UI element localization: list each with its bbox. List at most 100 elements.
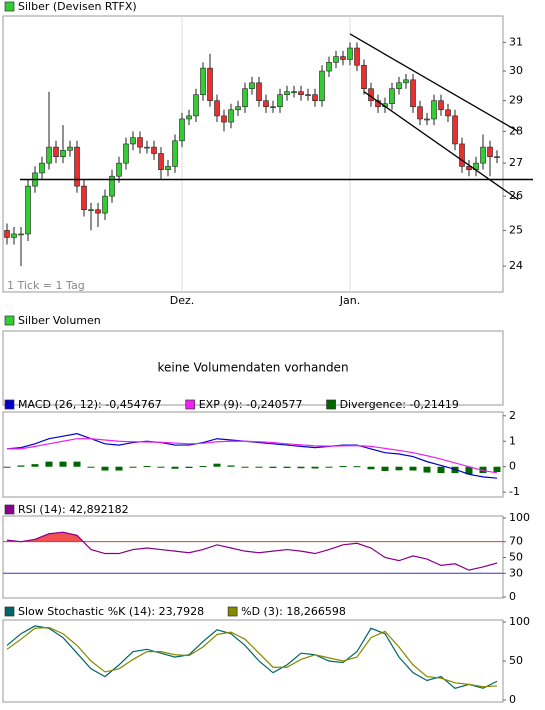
divergence-bar <box>353 466 361 468</box>
candle-body <box>326 62 332 72</box>
legend-swatch <box>4 1 15 12</box>
series-line <box>6 626 498 688</box>
legend-label: MACD (26, 12): -0,454767 <box>18 398 162 411</box>
candle-body <box>256 82 262 101</box>
y-tick-label: 70 <box>509 535 523 548</box>
divergence-bar <box>143 465 151 467</box>
divergence-bar <box>241 466 249 468</box>
divergence-bar <box>157 466 165 468</box>
candle-body <box>396 82 402 90</box>
divergence-bar <box>3 466 11 468</box>
divergence-bar <box>409 466 417 471</box>
candle-body <box>137 137 143 148</box>
candle-body <box>410 79 416 108</box>
candle-body <box>480 146 486 164</box>
candle-body <box>207 67 213 101</box>
candle-body <box>165 166 171 170</box>
candle-body <box>424 118 430 121</box>
y-tick-label: 30 <box>509 64 523 77</box>
candle-body <box>242 88 248 108</box>
divergence-bar <box>129 466 137 468</box>
divergence-bar <box>465 466 473 475</box>
candle-body <box>487 146 493 158</box>
divergence-bar <box>367 466 375 470</box>
divergence-bar <box>493 466 501 473</box>
candle-body <box>445 109 451 117</box>
x-tick-label: Dez. <box>170 294 195 307</box>
candle-body <box>389 88 395 105</box>
divergence-bar <box>199 465 207 467</box>
candle-body <box>452 115 458 145</box>
candle-body <box>144 146 150 149</box>
candle-body <box>4 230 10 238</box>
candle-body <box>95 209 101 214</box>
candle-body <box>109 175 115 197</box>
candle-body <box>221 115 227 123</box>
candle-body <box>88 209 94 212</box>
candle-body <box>74 146 80 187</box>
legend-label: Silber (Devisen RTFX) <box>18 0 137 13</box>
candle-body <box>466 166 472 170</box>
divergence-bar <box>115 466 123 471</box>
y-tick-label: 50 <box>509 550 523 563</box>
candle-body <box>193 94 199 117</box>
candle-body <box>312 94 318 101</box>
divergence-bar <box>227 465 235 467</box>
candle-body <box>403 79 409 84</box>
legend-swatch <box>4 606 15 617</box>
panel <box>2 619 504 703</box>
y-tick-label: 24 <box>509 259 523 272</box>
candle-body <box>298 91 304 95</box>
divergence-bar <box>269 466 277 468</box>
candle-body <box>186 115 192 120</box>
candle-body <box>340 56 346 60</box>
legend-swatch <box>185 399 196 410</box>
divergence-bar <box>213 463 221 467</box>
divergence-bar <box>171 466 179 469</box>
candle-body <box>494 156 500 159</box>
candle-body <box>291 91 297 93</box>
legend-label: Slow Stochastic %K (14): 23,7928 <box>18 605 204 618</box>
candle-body <box>25 185 31 235</box>
legend-label: %D (3): 18,266598 <box>241 605 346 618</box>
candle-body <box>116 162 122 177</box>
candle-body <box>319 70 325 101</box>
legend-swatch <box>227 606 238 617</box>
legend-label: EXP (9): -0,240577 <box>199 398 303 411</box>
candle-body <box>81 185 87 211</box>
y-tick-label: 50 <box>509 654 523 667</box>
candle-body <box>60 150 66 158</box>
divergence-bar <box>339 465 347 467</box>
series-line <box>6 531 498 571</box>
candle-body <box>438 100 444 111</box>
divergence-bar <box>423 466 431 473</box>
legend-swatch <box>4 504 15 515</box>
y-tick-label: 29 <box>509 94 523 107</box>
message: keine Volumendaten vorhanden <box>157 361 348 375</box>
divergence-bar <box>381 466 389 472</box>
candle-body <box>130 137 136 145</box>
candle-body <box>228 109 234 123</box>
legend-swatch <box>4 315 15 326</box>
y-tick-label: 31 <box>509 35 523 48</box>
candle-body <box>431 100 437 120</box>
divergence-bar <box>59 461 67 467</box>
candle-body <box>179 118 185 142</box>
candle-body <box>284 91 290 95</box>
candle-body <box>67 146 73 151</box>
y-tick-label: 0 <box>509 590 516 603</box>
y-tick-label: 25 <box>509 223 523 236</box>
candle-body <box>46 146 52 164</box>
note: 1 Tick = 1 Tag <box>7 279 85 292</box>
candle-body <box>200 67 206 95</box>
y-tick-label: 2 <box>509 409 516 422</box>
candle-body <box>347 47 353 60</box>
candle-body <box>53 146 59 158</box>
divergence-bar <box>73 461 81 467</box>
candle-body <box>39 162 45 174</box>
panel <box>2 515 504 599</box>
candle-body <box>333 56 339 63</box>
candle-body <box>172 140 178 167</box>
candle-body <box>270 106 276 109</box>
candle-body <box>123 143 129 164</box>
